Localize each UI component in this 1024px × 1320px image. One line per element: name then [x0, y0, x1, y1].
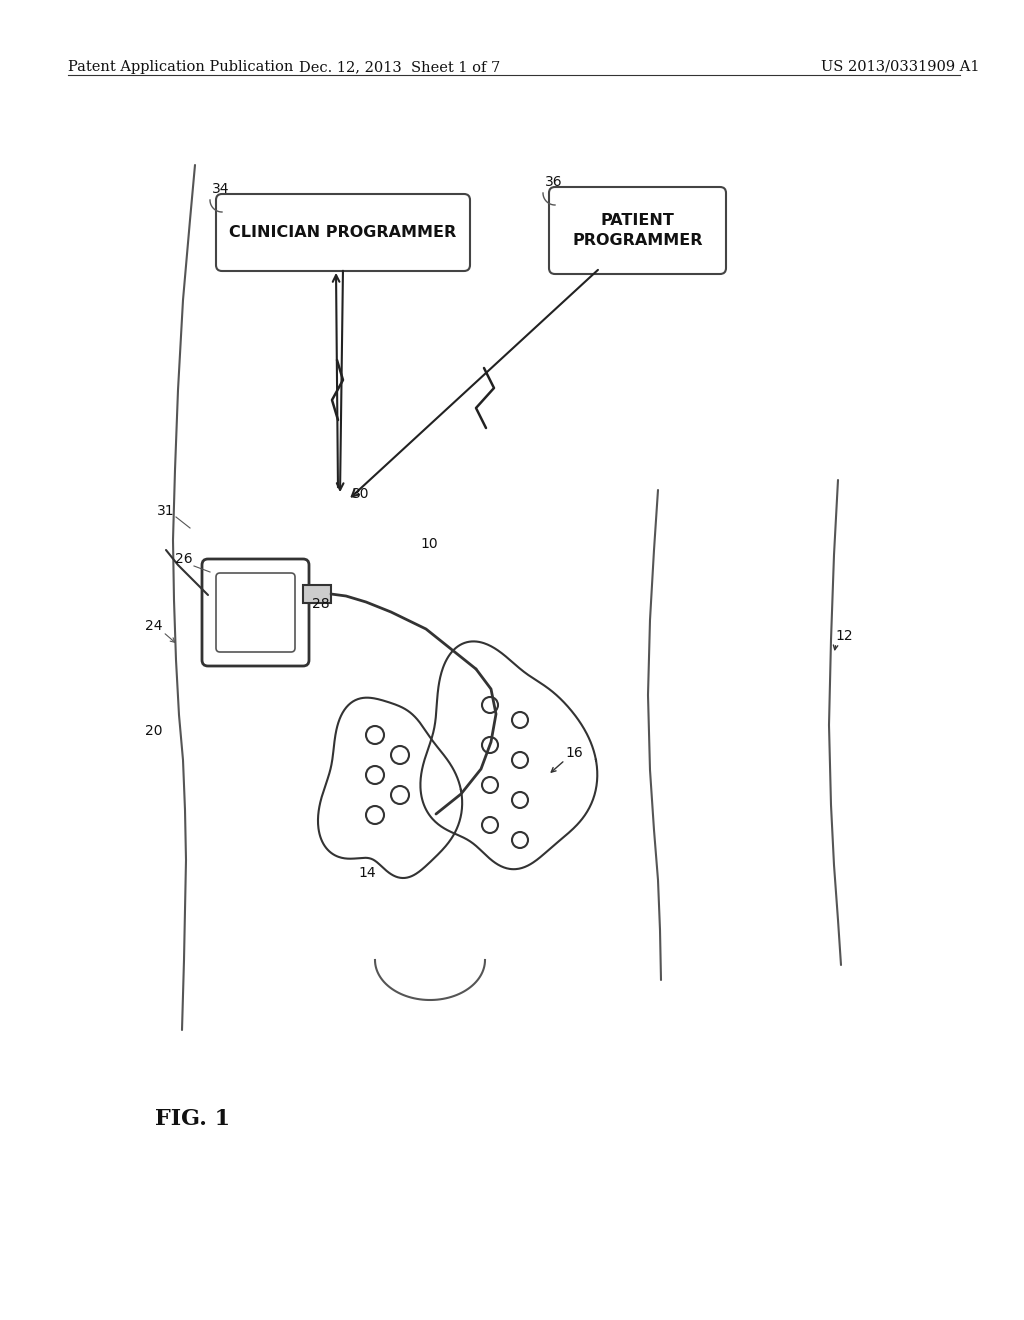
- FancyBboxPatch shape: [216, 194, 470, 271]
- Text: US 2013/0331909 A1: US 2013/0331909 A1: [821, 59, 979, 74]
- Text: Patent Application Publication: Patent Application Publication: [68, 59, 293, 74]
- Text: 26: 26: [175, 552, 193, 566]
- Text: 14: 14: [358, 866, 376, 880]
- Text: 28: 28: [312, 597, 330, 611]
- Text: Dec. 12, 2013  Sheet 1 of 7: Dec. 12, 2013 Sheet 1 of 7: [299, 59, 501, 74]
- Bar: [303, 585, 331, 603]
- Text: 24: 24: [145, 619, 163, 634]
- Text: 16: 16: [565, 746, 583, 760]
- Text: CLINICIAN PROGRAMMER: CLINICIAN PROGRAMMER: [229, 224, 457, 240]
- Text: FIG. 1: FIG. 1: [155, 1107, 230, 1130]
- FancyBboxPatch shape: [549, 187, 726, 275]
- Text: 31: 31: [158, 504, 175, 517]
- Text: 10: 10: [420, 537, 437, 550]
- FancyBboxPatch shape: [216, 573, 295, 652]
- Text: 20: 20: [144, 723, 162, 738]
- Text: 34: 34: [212, 182, 229, 195]
- Text: 12: 12: [835, 630, 853, 643]
- FancyBboxPatch shape: [202, 558, 309, 667]
- Text: 30: 30: [352, 487, 370, 502]
- Text: PATIENT
PROGRAMMER: PATIENT PROGRAMMER: [572, 213, 702, 248]
- Text: 36: 36: [545, 176, 562, 189]
